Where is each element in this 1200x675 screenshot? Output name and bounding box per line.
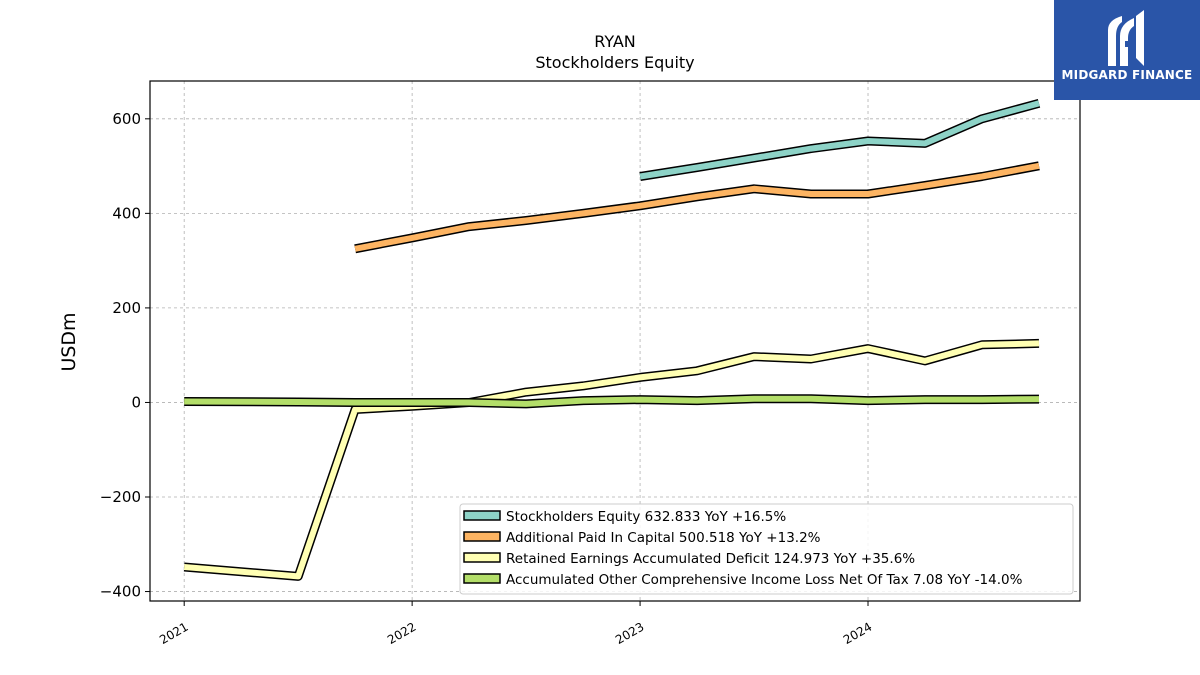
chart-subtitle: Stockholders Equity <box>535 53 694 72</box>
y-axis-label: USDm <box>58 312 80 371</box>
legend-label-2: Retained Earnings Accumulated Deficit 12… <box>506 551 915 567</box>
x-tick-label: 2022 <box>385 620 418 647</box>
y-tick-label: −200 <box>100 488 141 506</box>
legend-swatch-3 <box>463 573 501 584</box>
x-tick-label: 2024 <box>841 620 874 647</box>
logo-mark-icon <box>1108 10 1144 66</box>
x-tick-label: 2023 <box>613 620 646 647</box>
y-tick-label: 200 <box>112 299 141 317</box>
series-line-1 <box>354 162 1040 252</box>
legend-label-3: Accumulated Other Comprehensive Income L… <box>506 572 1023 588</box>
series-line-outline-1 <box>354 161 1040 254</box>
legend-swatch-0 <box>463 510 501 521</box>
midgard-finance-logo: MIDGARD FINANCE <box>1054 0 1200 100</box>
legend-swatch-2 <box>463 552 501 563</box>
series-line-0 <box>639 100 1040 180</box>
plot-frame <box>149 80 1081 602</box>
y-tick-label: 600 <box>112 110 141 128</box>
chart-title: RYAN <box>594 32 636 51</box>
legend-box <box>459 503 1074 595</box>
series-line-3 <box>184 395 1040 407</box>
legend-label-0: Stockholders Equity 632.833 YoY +16.5% <box>506 509 786 525</box>
logo-text: MIDGARD FINANCE <box>1061 68 1193 82</box>
y-tick-label: 400 <box>112 204 141 222</box>
x-axis: 2021 2022 2023 2024 <box>157 601 874 647</box>
legend: Stockholders Equity 632.833 YoY +16.5% Ad… <box>459 503 1074 595</box>
series-line-2 <box>183 340 1040 580</box>
series-lines <box>183 98 1041 581</box>
y-tick-label: 0 <box>131 393 141 411</box>
legend-swatch-1 <box>463 531 501 542</box>
grid-lines <box>150 81 1080 601</box>
y-tick-label: −400 <box>100 583 141 601</box>
y-axis: −400 −200 0 200 400 600 <box>100 110 150 601</box>
x-tick-label: 2021 <box>157 620 190 647</box>
legend-label-1: Additional Paid In Capital 500.518 YoY +… <box>506 530 821 546</box>
